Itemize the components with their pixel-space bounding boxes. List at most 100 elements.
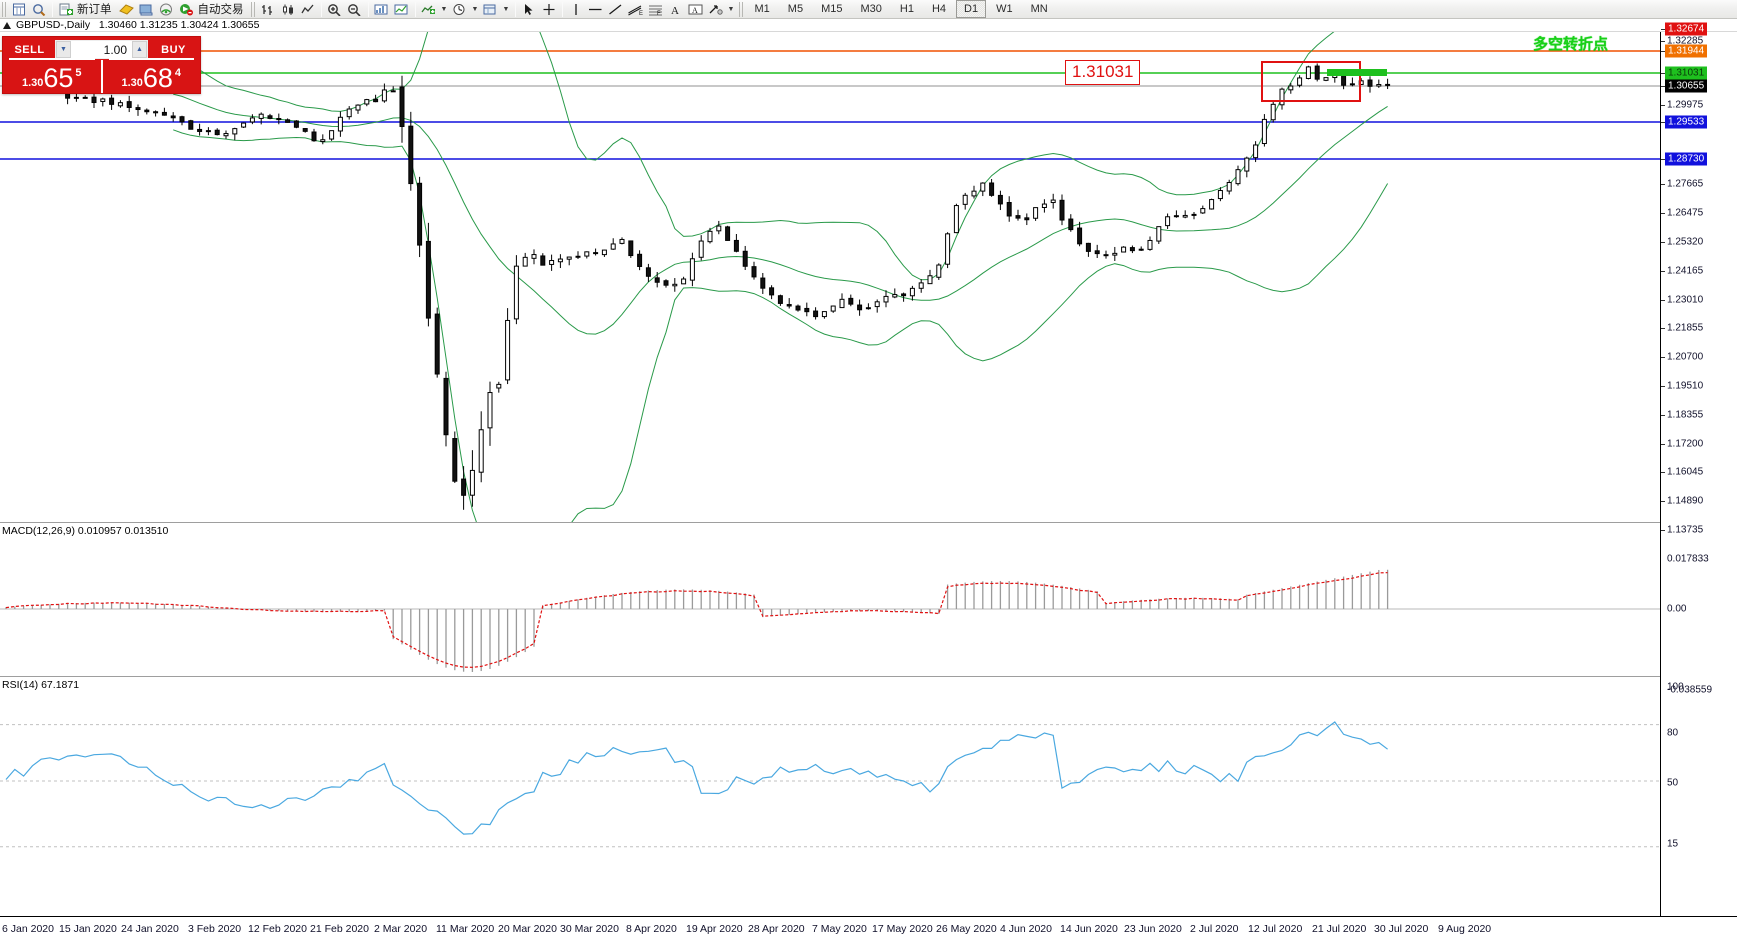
auto-scroll-icon[interactable]	[372, 1, 392, 18]
vertical-line-icon[interactable]	[566, 1, 586, 18]
buy-underline	[108, 58, 194, 60]
buy-button[interactable]: BUY	[161, 43, 186, 56]
price-axis-tick	[1661, 29, 1665, 30]
highlight-rectangle[interactable]	[1261, 61, 1361, 102]
toolbar-separator-4	[414, 1, 416, 17]
candlestick	[619, 238, 625, 244]
candlestick	[1006, 202, 1012, 217]
crosshair-tool-icon[interactable]	[539, 1, 559, 18]
price-chart-pane[interactable]	[0, 32, 1660, 522]
new-order-icon[interactable]	[56, 1, 76, 18]
one-click-trading-panel[interactable]: SELL ▼ 1.00 ▲ BUY 1.30 65 5 1.30 68 4	[2, 36, 201, 94]
indicators-chevron-down-icon[interactable]: ▼	[440, 5, 448, 13]
new-chart-icon[interactable]	[9, 1, 29, 18]
indicator-axis-label: 80	[1667, 727, 1679, 739]
candlestick	[593, 252, 599, 255]
rsi-pane[interactable]	[0, 678, 1660, 916]
candlestick	[777, 295, 783, 304]
text-icon[interactable]: A	[666, 1, 686, 18]
cursor-icon[interactable]	[519, 1, 539, 18]
horizontal-line-icon[interactable]	[586, 1, 606, 18]
candlestick	[241, 122, 247, 128]
templates-chevron-down-icon[interactable]: ▼	[502, 5, 510, 13]
timeframe-group: M1 M5 M15 M30 H1 H4 D1 W1 MN	[746, 0, 1057, 18]
price-axis-label: 1.13735	[1667, 524, 1704, 536]
volume-value[interactable]: 1.00	[103, 42, 127, 57]
green-level-marker[interactable]	[1327, 69, 1387, 76]
sell-price-main: 65	[43, 63, 74, 93]
profiles-icon[interactable]	[29, 1, 49, 18]
indicator-axis-label: -0.038559	[1667, 684, 1713, 696]
toolbar-separator-2	[320, 1, 322, 17]
macd-pane[interactable]	[0, 524, 1660, 676]
timeframe-m5[interactable]: M5	[787, 3, 804, 15]
arrows-icon[interactable]	[706, 1, 726, 18]
timeframe-h1[interactable]: H1	[899, 3, 914, 15]
toolbar-grip-3[interactable]	[738, 1, 744, 17]
periodicity-icon[interactable]	[450, 1, 470, 18]
metaquotes-id-icon[interactable]	[137, 1, 157, 18]
equidistant-channel-icon[interactable]: E	[626, 1, 646, 18]
price-axis-tick	[1661, 105, 1665, 106]
chinese-annotation-label[interactable]: 多空转折点	[1533, 36, 1609, 53]
price-axis[interactable]: 1.32674 1.32285 1.31944 1.31031 1.30655 1.299…	[1660, 22, 1737, 916]
candlestick	[513, 265, 519, 320]
price-axis-tick	[1661, 184, 1665, 185]
price-axis-tick	[1661, 86, 1665, 87]
signals-icon[interactable]	[157, 1, 177, 18]
timeframe-h4[interactable]: H4	[931, 3, 946, 15]
candlestick	[293, 120, 299, 128]
buy-price[interactable]: 1.30 68 4	[100, 58, 201, 93]
volume-decrease-button[interactable]: ▼	[56, 41, 71, 58]
pane-divider-2	[0, 676, 1737, 677]
candlestick	[1376, 84, 1382, 87]
candlestick	[1209, 199, 1215, 210]
candlestick	[962, 194, 968, 205]
candlestick	[830, 305, 836, 312]
candlestick	[1050, 199, 1056, 204]
sell-price-fraction: 5	[75, 67, 82, 79]
volume-increase-button[interactable]: ▲	[132, 41, 147, 58]
chart-shift-icon[interactable]	[392, 1, 412, 18]
toolbar-grip[interactable]	[2, 1, 7, 17]
candlestick	[1244, 157, 1250, 172]
fibonacci-icon[interactable]: F	[646, 1, 666, 18]
arrows-chevron-down-icon[interactable]: ▼	[727, 5, 735, 13]
candlestick	[1068, 218, 1074, 231]
candlestick	[205, 130, 211, 133]
sell-button[interactable]: SELL	[14, 43, 45, 56]
chart-collapse-icon[interactable]	[2, 21, 12, 30]
sell-price[interactable]: 1.30 65 5	[3, 58, 101, 93]
bar-chart-icon[interactable]	[258, 1, 278, 18]
trendline-icon[interactable]	[606, 1, 626, 18]
volume-stepper[interactable]: ▼ 1.00 ▲	[55, 40, 148, 59]
candlestick-chart-icon[interactable]	[278, 1, 298, 18]
candlestick	[804, 307, 810, 313]
candlestick	[874, 301, 880, 308]
timeframe-m30[interactable]: M30	[860, 3, 882, 15]
timeframe-w1[interactable]: W1	[996, 3, 1013, 15]
price-axis-label: 1.24165	[1667, 265, 1704, 277]
auto-trading-label[interactable]: 自动交易	[197, 4, 244, 16]
templates-icon[interactable]	[481, 1, 501, 18]
line-chart-icon[interactable]	[298, 1, 318, 18]
timeframe-d1[interactable]: D1	[956, 0, 987, 18]
zoom-in-icon[interactable]	[325, 1, 345, 18]
candlestick	[945, 233, 951, 265]
periodicity-chevron-down-icon[interactable]: ▼	[471, 5, 479, 13]
candlestick	[549, 260, 555, 265]
toolbar-grip-2[interactable]	[250, 1, 256, 17]
new-order-label[interactable]: 新订单	[77, 4, 112, 16]
auto-trading-icon[interactable]	[177, 1, 197, 18]
text-label-icon[interactable]: A	[686, 1, 706, 18]
indicators-icon[interactable]	[419, 1, 439, 18]
price-axis-label: 1.21855	[1667, 322, 1704, 334]
bollinger-band	[173, 93, 1388, 335]
timeframe-m1[interactable]: M1	[754, 3, 770, 15]
time-axis[interactable]: 6 Jan 2020 15 Jan 2020 24 Jan 2020 3 Feb 20…	[0, 916, 1737, 940]
price-annotation-label[interactable]: 1.31031	[1065, 60, 1141, 85]
metaeditor-icon[interactable]	[117, 1, 137, 18]
timeframe-m15[interactable]: M15	[821, 3, 843, 15]
zoom-out-icon[interactable]	[345, 1, 365, 18]
timeframe-mn[interactable]: MN	[1030, 3, 1048, 15]
